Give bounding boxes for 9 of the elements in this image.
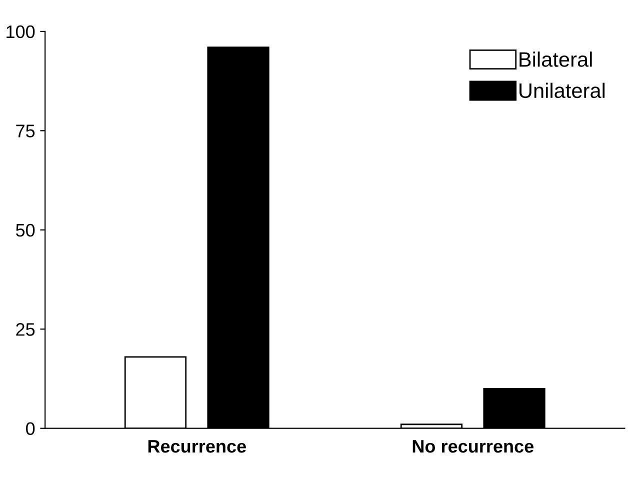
y-tick-label: 25 — [16, 323, 35, 336]
x-tick-label: No recurrence — [412, 440, 534, 453]
legend-label: Unilateral — [520, 82, 605, 98]
y-tick-label: 75 — [16, 124, 35, 138]
y-tick-label: 50 — [16, 224, 35, 237]
y-tick-label: 0 — [26, 422, 35, 436]
y-tick-label: 100 — [6, 25, 35, 38]
x-tick-label: Recurrence — [148, 440, 246, 453]
legend-label: Bilateral — [520, 52, 592, 67]
